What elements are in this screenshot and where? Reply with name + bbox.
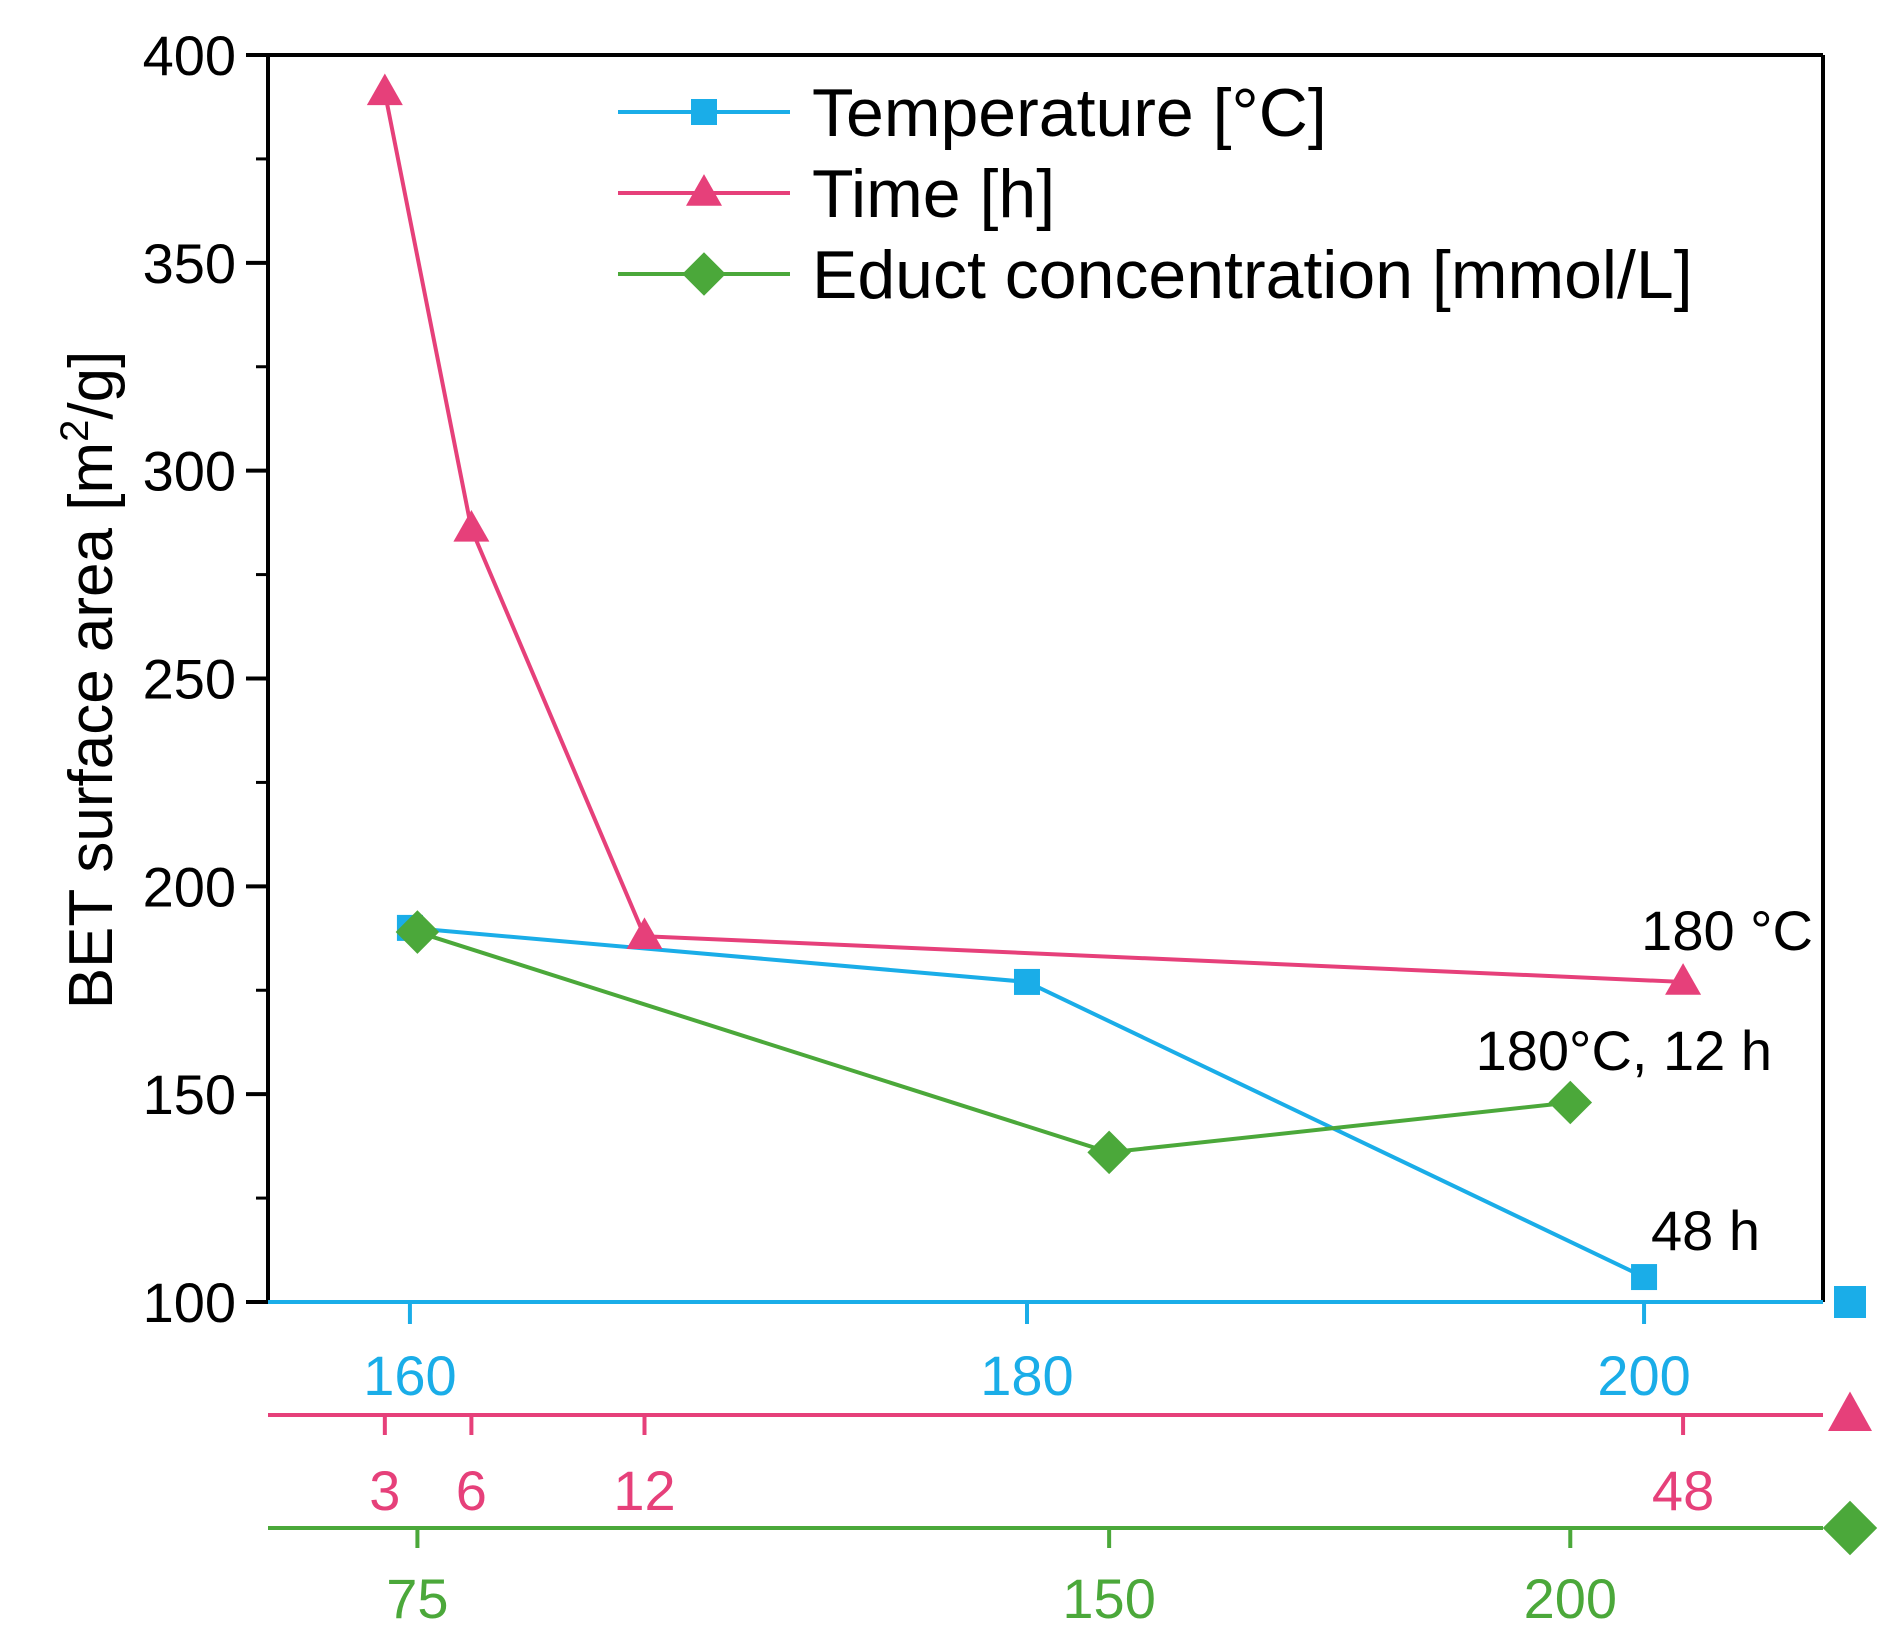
concentration-x-tick-label: 75 (386, 1567, 448, 1630)
time-x-tick-label: 6 (456, 1459, 487, 1522)
temperature-data-point (1013, 968, 1040, 995)
time-x-tick-label: 3 (369, 1459, 400, 1522)
y-tick-label: 150 (143, 1063, 236, 1126)
concentration-axis-marker-icon (1822, 1500, 1878, 1556)
legend-diamond-icon (682, 252, 726, 296)
concentration-x-axis: 75 150 200 (268, 1500, 1878, 1630)
legend-label-temperature: Temperature [°C] (812, 75, 1327, 151)
y-tick-label: 250 (143, 648, 236, 711)
time-series-line (382, 92, 1684, 984)
time-data-point (453, 510, 490, 542)
concentration-series (395, 910, 1593, 1175)
legend-label-time: Time [h] (812, 156, 1055, 232)
y-axis-label-main: BET surface area [m (57, 442, 126, 1009)
annotation-label: 180 °C (1641, 899, 1813, 962)
y-axis-label: BET surface area [m2/g] (53, 351, 126, 1010)
concentration-x-tick-label: 150 (1062, 1567, 1155, 1630)
y-axis-label-superscript: 2 (53, 420, 97, 442)
temperature-data-point (1631, 1264, 1658, 1291)
y-tick-label: 200 (143, 855, 236, 918)
concentration-data-point (1087, 1130, 1131, 1175)
time-axis-marker-icon (1828, 1391, 1872, 1431)
legend-item-concentration: Educt concentration [mmol/L] (618, 237, 1693, 313)
legend-triangle-icon (686, 174, 722, 206)
concentration-data-point (395, 910, 440, 954)
legend-item-time: Time [h] (618, 156, 1055, 232)
concentration-series-line (416, 930, 1571, 1155)
legend-item-temperature: Temperature [°C] (618, 75, 1327, 151)
legend: Temperature [°C]Time [h]Educt concentrat… (618, 75, 1693, 313)
legend-label-concentration: Educt concentration [mmol/L] (812, 237, 1693, 313)
time-data-point (366, 73, 403, 106)
temperature-x-tick-label: 160 (363, 1344, 456, 1407)
annotations: 180 °C 180°C, 12 h 48 h (1476, 899, 1813, 1262)
time-x-tick-label: 12 (613, 1459, 675, 1522)
temperature-x-axis: 160 180 200 (268, 1286, 1866, 1407)
temperature-x-tick-label: 200 (1597, 1344, 1690, 1407)
y-axis-label-tail: /g] (57, 351, 126, 420)
y-tick-label: 400 (143, 24, 236, 87)
y-tick-label: 100 (143, 1271, 236, 1334)
y-tick-label: 350 (143, 232, 236, 295)
concentration-data-point (1548, 1080, 1593, 1125)
time-data-point (626, 917, 663, 949)
legend-square-icon (691, 99, 717, 125)
annotation-label: 48 h (1651, 1199, 1760, 1262)
time-x-axis: 3 6 12 48 (268, 1391, 1872, 1522)
time-data-point (1665, 963, 1702, 995)
y-axis-ticks: 100 150 200 250 300 350 400 (143, 24, 268, 1334)
time-series (366, 73, 1702, 995)
temperature-axis-marker-icon (1834, 1286, 1866, 1318)
time-x-tick-label: 48 (1652, 1459, 1714, 1522)
concentration-x-tick-label: 200 (1524, 1567, 1617, 1630)
temperature-x-tick-label: 180 (980, 1344, 1073, 1407)
annotation-label: 180°C, 12 h (1476, 1019, 1772, 1082)
y-tick-label: 300 (143, 440, 236, 503)
